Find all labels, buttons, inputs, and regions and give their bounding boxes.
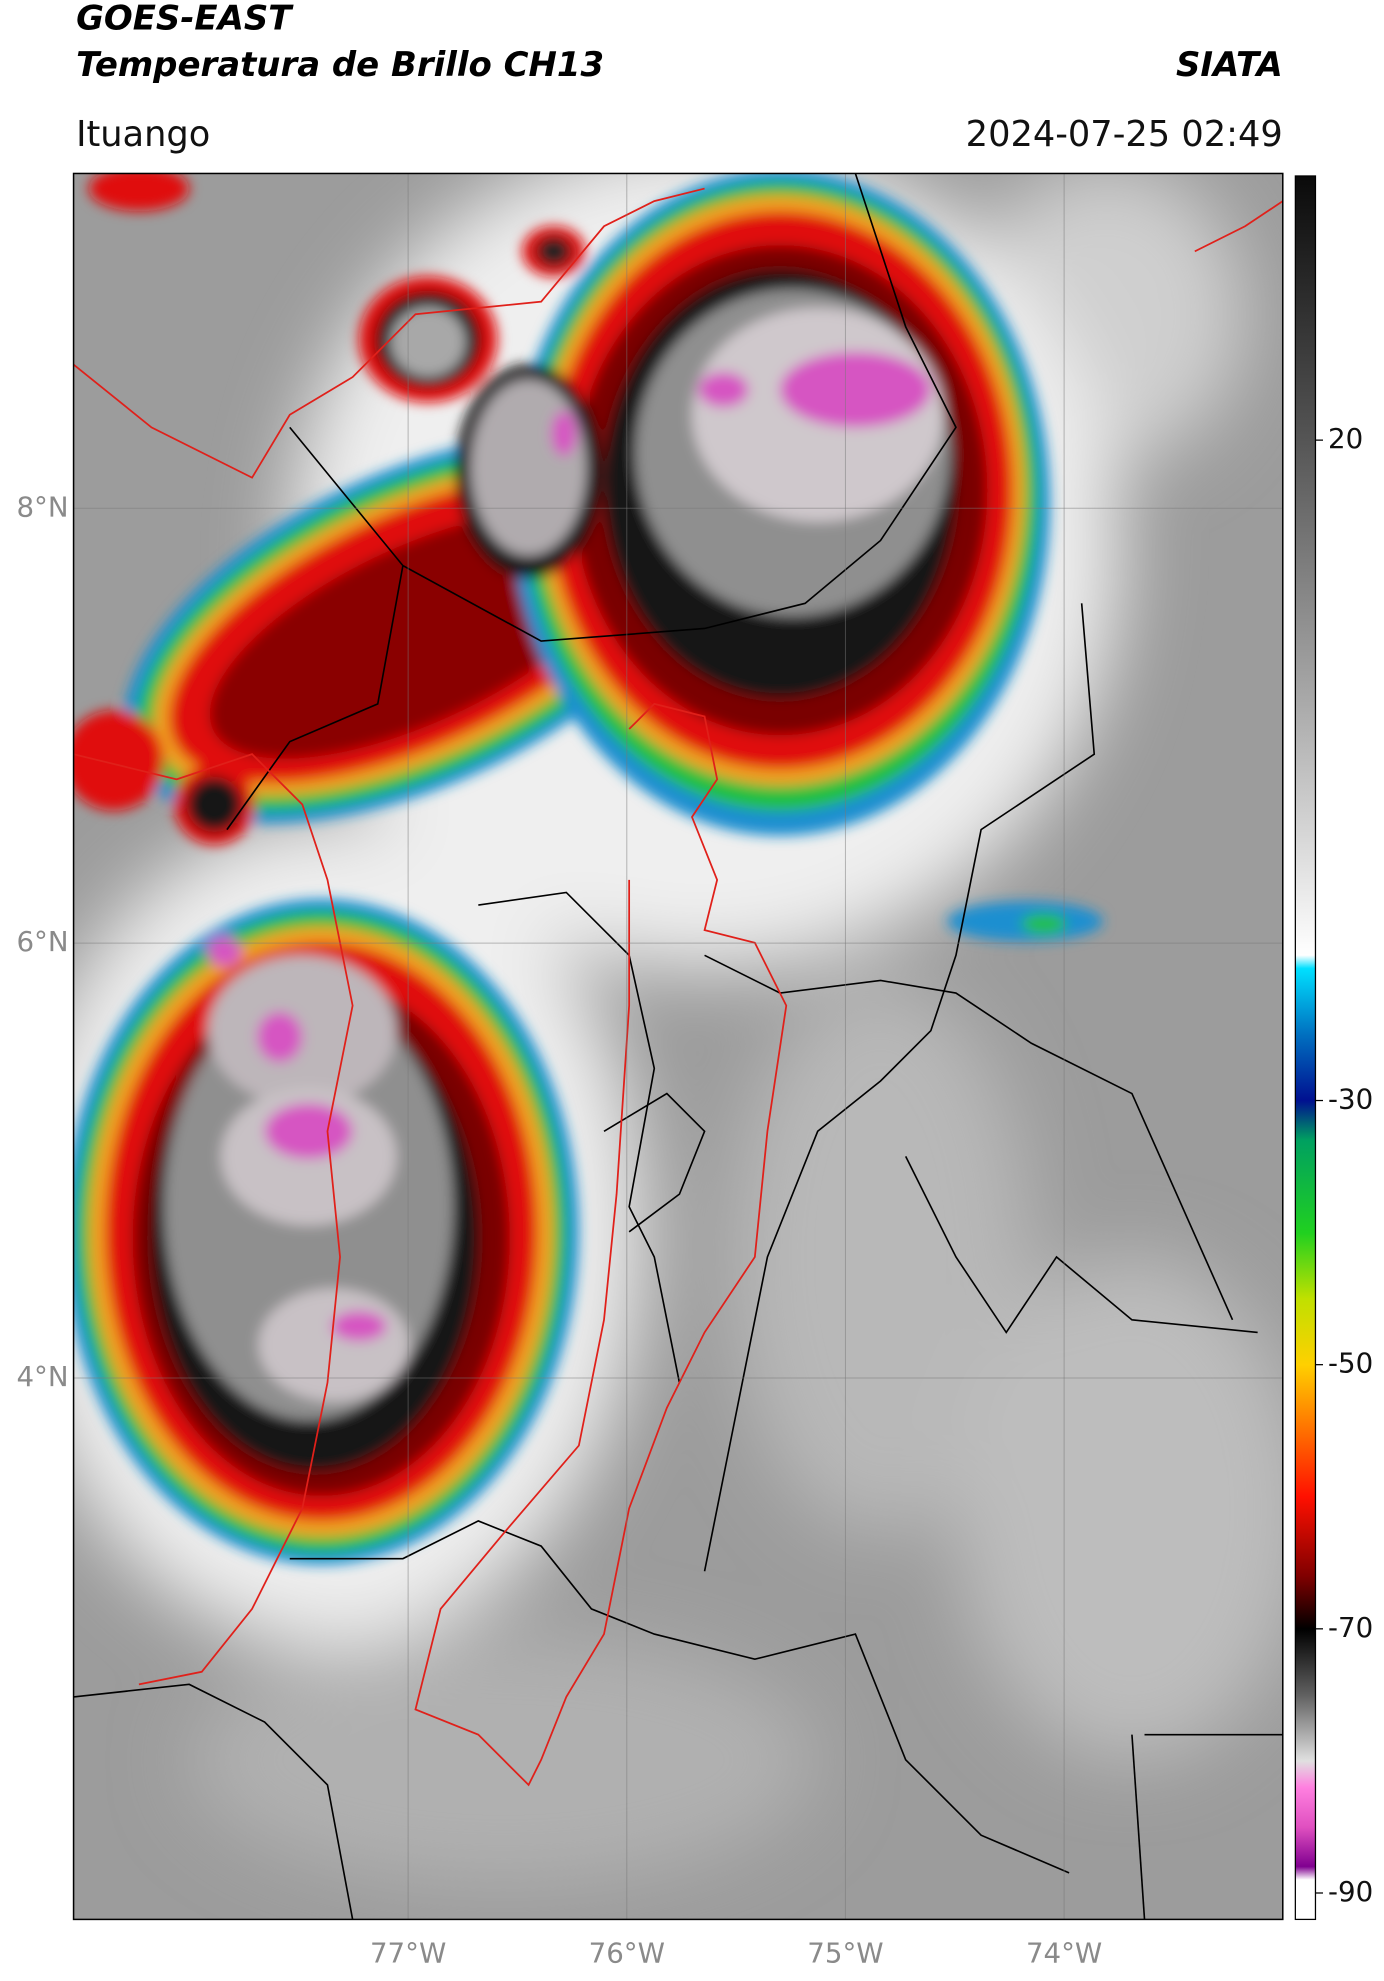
imagery [73, 173, 1283, 1920]
colorbar-tick-label: -70 [1328, 1611, 1373, 1644]
lon-tick-label: 75°W [807, 1937, 883, 1970]
admin-borders [73, 173, 1283, 1920]
colorbar-tick-label: -90 [1328, 1875, 1373, 1908]
lat-tick-label: 4°N [16, 1360, 68, 1393]
colorbar-tick-label: -50 [1328, 1347, 1373, 1380]
title: GOES-EAST [76, 0, 294, 39]
cloud-tops [73, 173, 1104, 1565]
colorbar [1294, 175, 1317, 1921]
lat-tick-label: 6°N [16, 925, 68, 958]
location: Ituango [76, 114, 210, 155]
subtitle: Temperatura de Brillo CH13 [76, 46, 604, 85]
lat-tick-label: 8°N [16, 490, 68, 523]
map-frame [72, 172, 1284, 1921]
lon-tick-label: 76°W [589, 1937, 665, 1970]
agency: SIATA [1176, 46, 1283, 85]
colorbar-tick-label: 20 [1328, 422, 1363, 455]
lon-tick-label: 74°W [1026, 1937, 1102, 1970]
lon-tick-label: 77°W [370, 1937, 446, 1970]
datetime: 2024-07-25 02:49 [966, 114, 1283, 155]
colorbar-tick-label: -30 [1328, 1083, 1373, 1116]
region-border [73, 187, 1283, 1787]
